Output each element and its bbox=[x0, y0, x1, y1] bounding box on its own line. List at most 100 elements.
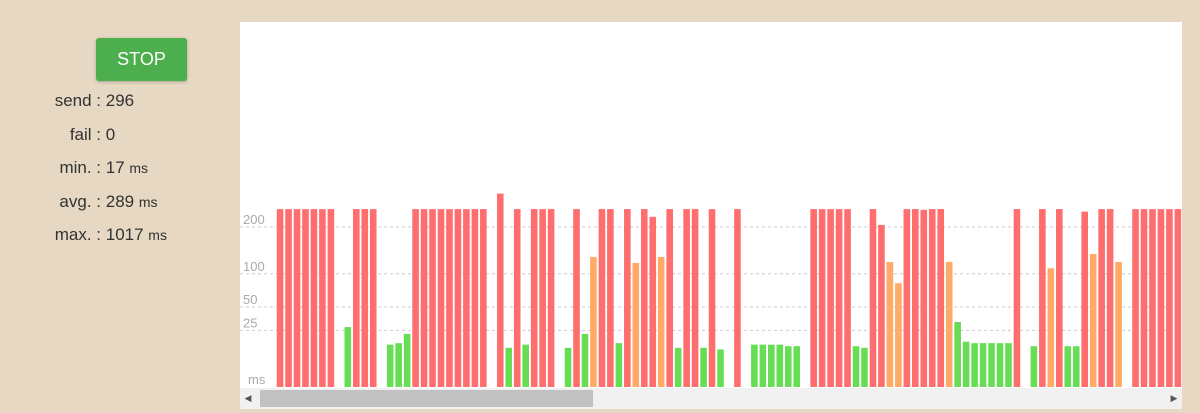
response-bar-12 bbox=[310, 209, 318, 387]
response-bar-106 bbox=[1106, 209, 1114, 387]
response-bar-69 bbox=[793, 346, 801, 387]
stat-min-unit: ms bbox=[129, 160, 149, 176]
response-bar-68 bbox=[784, 346, 792, 387]
response-bar-46 bbox=[598, 209, 606, 387]
stat-max-label: max. : bbox=[54, 225, 101, 244]
y-tick-label-100: 100 bbox=[243, 259, 265, 274]
response-bar-101 bbox=[1064, 346, 1072, 387]
response-bar-95 bbox=[1013, 209, 1021, 387]
response-bar-43 bbox=[573, 209, 580, 387]
stats-panel: send : 296 fail : 0 min. : 17 ms avg. : … bbox=[0, 88, 230, 256]
response-bar-112 bbox=[1157, 209, 1165, 387]
y-tick-label-25: 25 bbox=[243, 315, 257, 330]
response-bar-32 bbox=[480, 209, 487, 387]
response-bar-94 bbox=[1005, 343, 1012, 387]
response-bar-24 bbox=[412, 209, 419, 387]
y-tick-label-200: 200 bbox=[243, 212, 265, 227]
response-bar-16 bbox=[344, 327, 352, 387]
response-bar-42 bbox=[564, 347, 572, 387]
response-bar-44 bbox=[581, 333, 589, 387]
response-bar-62 bbox=[734, 209, 741, 387]
response-bar-107 bbox=[1115, 261, 1122, 387]
response-bar-97 bbox=[1030, 346, 1038, 387]
scroll-right-arrow-icon[interactable]: ▶ bbox=[1170, 393, 1178, 403]
stat-max-unit: ms bbox=[148, 227, 167, 243]
response-bar-30 bbox=[463, 209, 470, 387]
stat-min-value: 17 bbox=[105, 158, 125, 177]
response-bar-66 bbox=[768, 344, 775, 387]
response-bar-105 bbox=[1098, 209, 1105, 387]
response-bar-102 bbox=[1072, 346, 1080, 387]
response-bar-27 bbox=[437, 209, 445, 387]
response-bar-47 bbox=[607, 209, 614, 387]
response-bar-98 bbox=[1039, 209, 1046, 387]
response-bar-74 bbox=[835, 209, 843, 387]
response-bar-81 bbox=[895, 283, 902, 387]
response-bar-57 bbox=[691, 209, 699, 387]
response-bar-22 bbox=[395, 343, 402, 387]
response-bar-65 bbox=[759, 344, 767, 387]
response-bar-45 bbox=[590, 256, 597, 387]
scroll-left-arrow-icon[interactable]: ◀ bbox=[244, 393, 252, 403]
response-bar-104 bbox=[1089, 254, 1097, 387]
response-bar-37 bbox=[522, 344, 529, 387]
chart-scrollbar[interactable]: ◀ ▶ bbox=[240, 388, 1182, 409]
response-bar-18 bbox=[361, 209, 369, 387]
response-bar-67 bbox=[776, 344, 784, 387]
stat-fail: fail : 0 bbox=[0, 122, 230, 156]
response-bar-77 bbox=[861, 347, 868, 387]
response-bar-109 bbox=[1132, 209, 1139, 387]
scroll-thumb[interactable] bbox=[260, 390, 593, 407]
response-bar-111 bbox=[1149, 209, 1156, 387]
response-bar-49 bbox=[624, 209, 631, 387]
response-bar-55 bbox=[674, 347, 682, 387]
response-bar-86 bbox=[937, 209, 945, 387]
response-bar-53 bbox=[657, 256, 665, 387]
chart-svg: 25 50 100 200 ms bbox=[240, 193, 1182, 387]
response-bar-9 bbox=[285, 209, 292, 387]
response-bar-35 bbox=[505, 347, 513, 387]
response-bar-92 bbox=[988, 343, 995, 387]
response-bar-38 bbox=[530, 209, 538, 387]
response-bar-29 bbox=[454, 209, 462, 387]
response-bar-8 bbox=[276, 209, 284, 387]
response-bar-36 bbox=[513, 209, 521, 387]
response-bar-91 bbox=[979, 343, 987, 387]
y-axis-unit-label: ms bbox=[248, 372, 266, 387]
response-bar-10 bbox=[293, 209, 301, 387]
response-bar-80 bbox=[886, 261, 894, 387]
stat-fail-value: 0 bbox=[105, 124, 116, 144]
response-bar-56 bbox=[683, 209, 690, 387]
response-bar-19 bbox=[369, 209, 377, 387]
y-tick-label-50: 50 bbox=[243, 292, 257, 307]
response-bar-25 bbox=[420, 209, 428, 387]
response-bar-64 bbox=[751, 344, 758, 387]
response-bar-103 bbox=[1081, 211, 1089, 387]
response-bar-48 bbox=[615, 343, 623, 387]
response-bar-21 bbox=[386, 344, 394, 387]
response-bar-100 bbox=[1056, 209, 1063, 387]
response-bar-76 bbox=[852, 346, 860, 387]
response-bar-114 bbox=[1174, 209, 1182, 387]
response-bar-11 bbox=[302, 209, 309, 387]
response-bar-85 bbox=[928, 209, 936, 387]
response-bar-73 bbox=[827, 209, 834, 387]
response-bar-59 bbox=[708, 209, 716, 387]
response-bar-87 bbox=[945, 261, 953, 387]
response-bar-88 bbox=[954, 321, 961, 387]
response-bar-60 bbox=[717, 349, 724, 387]
stat-avg-unit: ms bbox=[138, 193, 158, 210]
response-bar-83 bbox=[912, 209, 919, 387]
stat-send-value: 296 bbox=[105, 91, 135, 110]
response-bar-110 bbox=[1140, 209, 1148, 387]
response-bar-82 bbox=[903, 209, 911, 387]
response-bar-51 bbox=[640, 209, 648, 387]
stop-button[interactable]: STOP bbox=[96, 38, 187, 81]
response-bar-23 bbox=[403, 333, 411, 387]
response-bar-34 bbox=[496, 193, 504, 387]
response-bar-75 bbox=[844, 209, 851, 387]
stat-min: min. : 17 ms bbox=[0, 155, 230, 189]
stat-max-value: 1017 bbox=[105, 225, 144, 244]
response-bar-93 bbox=[996, 343, 1004, 387]
response-bar-54 bbox=[666, 209, 673, 387]
